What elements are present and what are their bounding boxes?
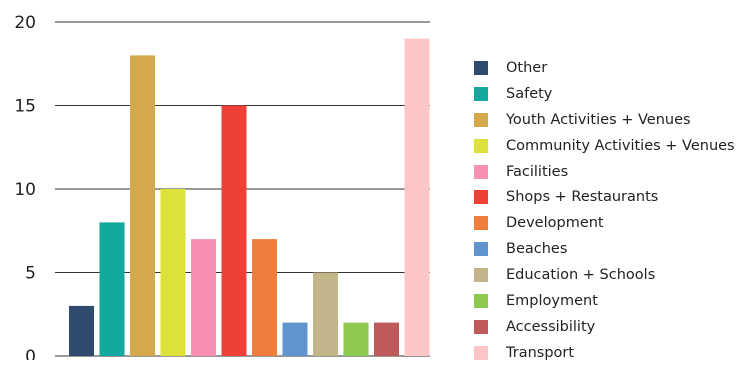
legend-item: Education + Schools: [474, 262, 735, 288]
legend-label: Facilities: [506, 163, 569, 180]
bar-facilities: [191, 239, 216, 356]
legend-label: Safety: [506, 85, 553, 102]
legend-item: Development: [474, 210, 735, 236]
legend-item: Other: [474, 55, 735, 81]
legend-swatch: [474, 112, 488, 127]
y-tick-label: 5: [25, 264, 36, 284]
bar-safety: [99, 222, 125, 356]
legend-label: Community Activities + Venues: [506, 137, 735, 154]
bar-shops-restaurants: [221, 105, 247, 356]
legend-label: Development: [506, 215, 604, 232]
y-tick-label: 15: [14, 97, 36, 117]
y-tick-label: 10: [14, 180, 36, 200]
legend-label: Employment: [506, 292, 598, 309]
legend-item: Employment: [474, 288, 735, 314]
legend-label: Transport: [506, 344, 575, 361]
legend: Other Safety Youth Activities + Venues Comm…: [474, 55, 735, 366]
bar-other: [69, 305, 94, 356]
legend-swatch: [474, 319, 488, 334]
bar-development: [252, 239, 277, 356]
legend-label: Other: [506, 59, 548, 76]
legend-item: Transport: [474, 340, 735, 366]
bar-employment: [343, 322, 369, 356]
legend-item: Safety: [474, 81, 735, 107]
legend-swatch: [474, 190, 488, 205]
legend-swatch: [474, 345, 488, 360]
legend-item: Beaches: [474, 236, 735, 262]
legend-label: Youth Activities + Venues: [506, 111, 691, 128]
bar-accessibility: [374, 322, 399, 356]
legend-label: Accessibility: [506, 318, 596, 335]
bar-community-activities-venues: [160, 189, 186, 356]
bars: [69, 38, 430, 357]
legend-swatch: [474, 138, 488, 153]
y-tick-label: 0: [25, 347, 36, 360]
bar-education-schools: [313, 272, 338, 356]
legend-swatch: [474, 268, 488, 283]
legend-item: Accessibility: [474, 314, 735, 340]
legend-swatch: [474, 60, 488, 75]
legend-swatch: [474, 86, 488, 101]
legend-label: Beaches: [506, 241, 568, 258]
legend-item: Youth Activities + Venues: [474, 107, 735, 133]
legend-item: Shops + Restaurants: [474, 184, 735, 210]
legend-swatch: [474, 164, 488, 179]
bar-transport: [404, 38, 430, 356]
legend-swatch: [474, 216, 488, 231]
y-tick-label: 20: [14, 13, 36, 33]
legend-swatch: [474, 242, 488, 257]
bar-beaches: [282, 322, 308, 356]
legend-label: Shops + Restaurants: [506, 189, 659, 206]
legend-item: Facilities: [474, 159, 735, 185]
bar-youth-activities-venues: [130, 55, 155, 357]
legend-swatch: [474, 293, 488, 308]
y-axis-tick-labels: 0 5 10 15 20: [14, 13, 36, 360]
legend-label: Education + Schools: [506, 267, 656, 284]
legend-item: Community Activities + Venues: [474, 133, 735, 159]
